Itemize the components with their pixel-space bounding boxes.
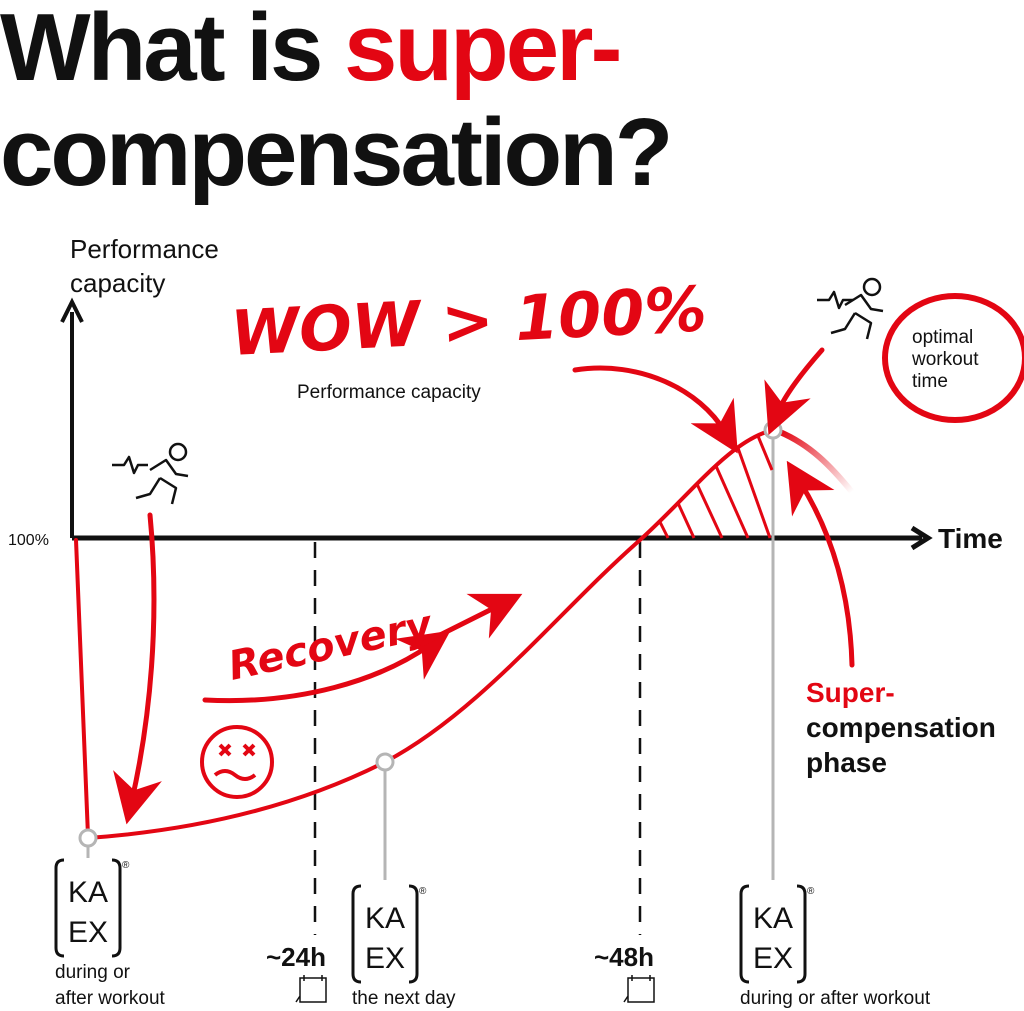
y-axis-label-2: capacity [70,268,165,298]
annotation-arrows [113,347,855,825]
product-logo-3: KA EX ® [739,884,815,984]
performance-curve [74,428,855,840]
registered-mark: ® [419,886,427,897]
product-logo-2: KA EX ® [351,884,427,984]
optimal-text: time [912,371,948,392]
product-caption: after workout [55,988,166,1009]
baseline-label: 100% [8,532,49,549]
x-axis-arrow [910,525,933,551]
logo-text: EX [68,916,108,949]
optimal-text: optimal [912,327,973,348]
supercompensation-hatch [658,435,774,539]
title-line1: What is super- [0,0,619,101]
runner-icon [112,277,884,505]
logo-text: KA [365,902,405,935]
y-axis-arrow [60,297,84,323]
point-next-day [375,752,395,772]
logo-text: KA [753,902,793,935]
product-caption: during or after workout [740,988,931,1009]
registered-mark: ® [122,860,130,871]
time-mark-48h: ~48h [594,942,654,972]
dizzy-face-icon [200,725,274,799]
logo-text: EX [365,942,405,975]
phase-label: Super- [806,677,895,708]
x-axis-label: Time [938,523,1003,554]
title-line2: compensation? [0,99,670,206]
product-caption: during or [55,962,131,983]
time-mark-24h: ~24h [266,942,326,972]
logo-text: KA [68,876,108,909]
point-peak [763,420,783,440]
logo-text: EX [753,942,793,975]
calendar-icon [295,975,655,1003]
product-logo-1: KA EX ® [54,858,130,958]
wow-subtitle: Performance capacity [297,382,481,403]
wow-annotation: WOW > 100% [229,272,708,370]
phase-label: compensation [806,712,996,743]
recovery-annotation: Recovery [225,602,438,690]
y-axis-label: Performance [70,234,219,264]
optimal-text: workout [911,349,979,370]
registered-mark: ® [807,886,815,897]
product-caption: the next day [352,988,456,1009]
point-workout [78,828,98,848]
optimal-circle [882,293,1024,423]
phase-label: phase [806,747,887,778]
